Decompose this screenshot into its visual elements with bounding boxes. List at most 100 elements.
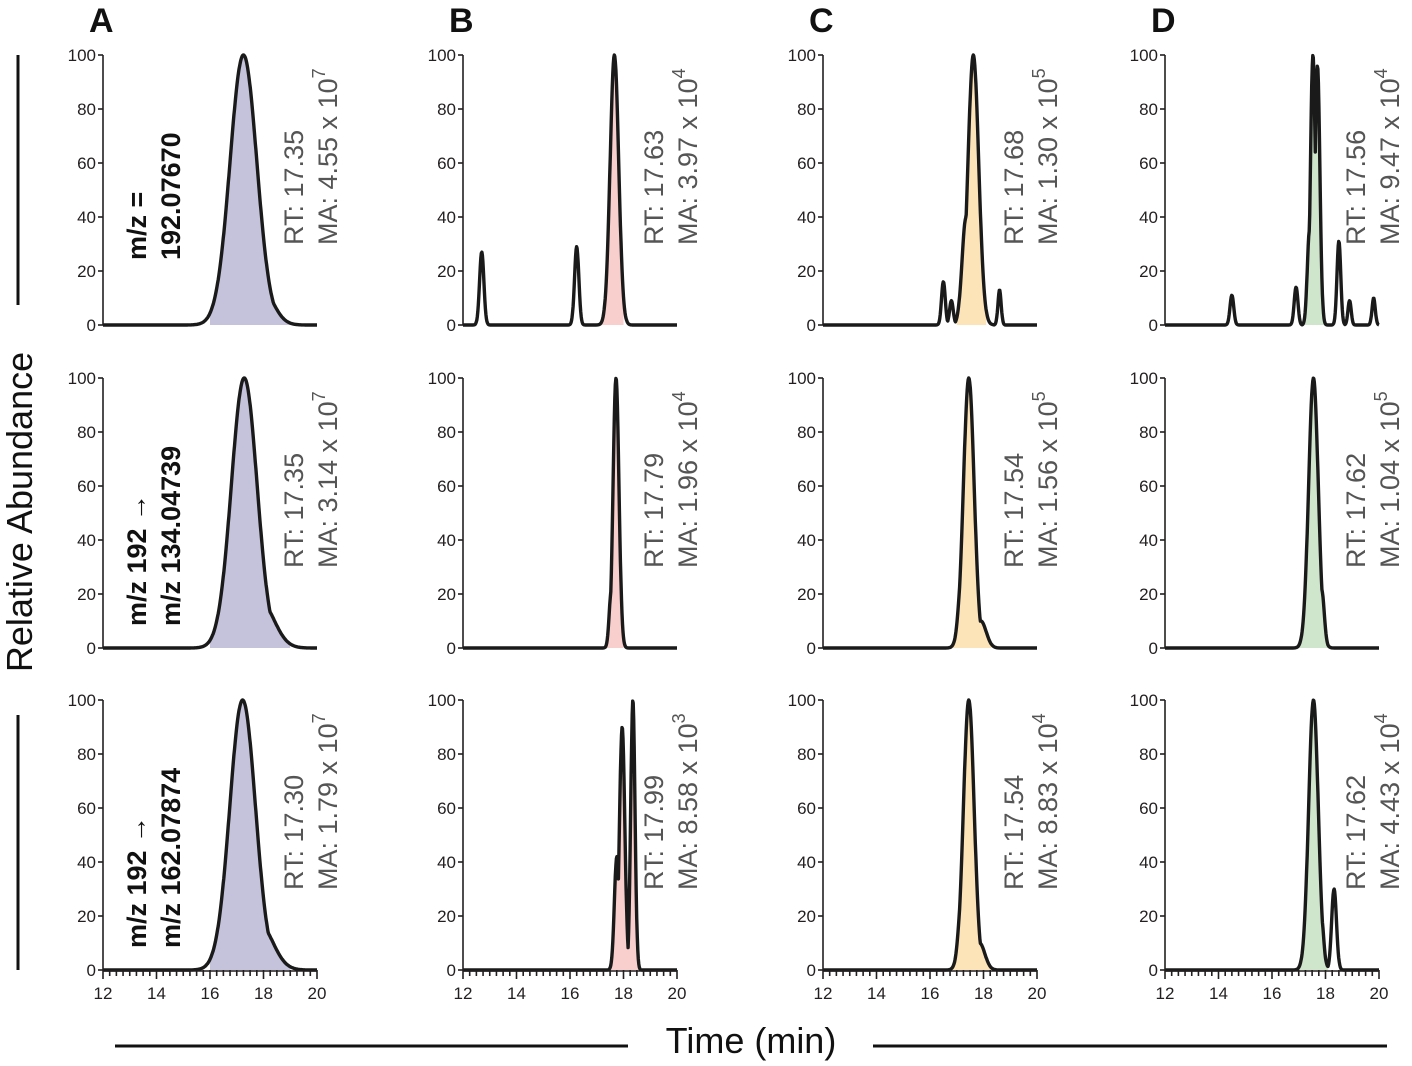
y-tick-label: 100: [788, 369, 816, 388]
max-abundance-mantissa: MA: 8.83 x 10: [1033, 723, 1063, 890]
retention-time-label: RT: 17.99: [639, 775, 669, 890]
y-axis-title: Relative Abundance: [0, 352, 40, 672]
retention-time-label: RT: 17.54: [999, 453, 1029, 568]
x-tick-label: 20: [1370, 984, 1389, 1003]
y-tick-label: 80: [797, 423, 816, 442]
y-tick-label: 20: [77, 585, 96, 604]
x-tick-label: 20: [308, 984, 327, 1003]
y-tick-label: 100: [428, 691, 456, 710]
y-tick-label: 60: [1139, 799, 1158, 818]
panel-c-1: 0 20 40 60 80 100 RT: 17.68 MA: 1.30 x 105: [788, 46, 1063, 335]
row-label-line1: m/z =: [122, 192, 152, 260]
y-tick-label: 40: [437, 853, 456, 872]
row-label-line2: 192.07670: [156, 132, 186, 260]
max-abundance-mantissa: MA: 8.58 x 10: [673, 723, 703, 890]
retention-time-label: RT: 17.62: [1341, 775, 1371, 890]
max-abundance-exponent: 4: [1371, 68, 1391, 78]
y-tick-label: 20: [437, 907, 456, 926]
x-tick-label: 14: [1209, 984, 1228, 1003]
retention-time-label: RT: 17.35: [279, 453, 309, 568]
y-tick-label: 80: [797, 745, 816, 764]
y-tick-label: 60: [797, 477, 816, 496]
y-tick-label: 100: [1130, 691, 1158, 710]
retention-time-label: RT: 17.68: [999, 130, 1029, 245]
panel-c-2: 0 20 40 60 80 100 RT: 17.54 MA: 1.56 x 105: [788, 369, 1063, 658]
y-tick-label: 60: [77, 799, 96, 818]
y-tick-label: 40: [1139, 531, 1158, 550]
y-tick-label: 100: [788, 46, 816, 65]
max-abundance-mantissa: MA: 3.97 x 10: [673, 78, 703, 245]
y-tick-label: 0: [87, 639, 96, 658]
panel-a-2: 0 20 40 60 80 100 RT: 17.35 MA: 3.14 x 107: [68, 369, 343, 658]
y-tick-label: 0: [447, 961, 456, 980]
y-tick-label: 80: [77, 100, 96, 119]
y-tick-label: 100: [428, 369, 456, 388]
y-tick-label: 60: [77, 477, 96, 496]
max-abundance-exponent: 7: [309, 391, 329, 401]
y-tick-label: 80: [437, 745, 456, 764]
max-abundance-label: MA: 9.47 x 104: [1371, 68, 1405, 245]
y-tick-label: 60: [797, 799, 816, 818]
max-abundance-exponent: 4: [1371, 713, 1391, 723]
retention-time-label: RT: 17.35: [279, 130, 309, 245]
panel-b-2: 0 20 40 60 80 100 RT: 17.79 MA: 1.96 x 104: [428, 369, 703, 658]
chromatogram-trace: [461, 376, 679, 650]
chromatogram-trace: [101, 376, 319, 650]
max-abundance-label: MA: 8.83 x 104: [1029, 713, 1063, 890]
x-tick-label: 16: [561, 984, 580, 1003]
y-tick-label: 80: [1139, 745, 1158, 764]
retention-time-label: RT: 17.79: [639, 453, 669, 568]
x-tick-label: 18: [614, 984, 633, 1003]
y-tick-label: 60: [437, 477, 456, 496]
y-tick-label: 100: [1130, 369, 1158, 388]
y-tick-label: 20: [77, 262, 96, 281]
max-abundance-label: MA: 1.96 x 104: [669, 391, 703, 568]
y-tick-label: 20: [797, 262, 816, 281]
y-tick-label: 0: [87, 961, 96, 980]
retention-time-label: RT: 17.56: [1341, 130, 1371, 245]
max-abundance-mantissa: MA: 1.96 x 10: [673, 401, 703, 568]
x-tick-label: 18: [974, 984, 993, 1003]
x-tick-label: 14: [147, 984, 166, 1003]
column-letter-b: B: [449, 2, 474, 40]
x-tick-label: 14: [867, 984, 886, 1003]
x-tick-label: 20: [668, 984, 687, 1003]
max-abundance-label: MA: 4.55 x 107: [309, 68, 343, 245]
max-abundance-label: MA: 1.79 x 107: [309, 713, 343, 890]
y-tick-label: 20: [1139, 585, 1158, 604]
max-abundance-mantissa: MA: 1.56 x 10: [1033, 401, 1063, 568]
max-abundance-mantissa: MA: 4.43 x 10: [1375, 723, 1405, 890]
y-tick-label: 80: [437, 423, 456, 442]
y-tick-label: 0: [807, 961, 816, 980]
chromatogram-trace: [1163, 53, 1381, 327]
y-tick-label: 0: [807, 639, 816, 658]
peak-fill: [1304, 55, 1329, 325]
max-abundance-label: MA: 8.58 x 103: [669, 713, 703, 890]
x-tick-label: 12: [1156, 984, 1175, 1003]
y-tick-label: 20: [77, 907, 96, 926]
max-abundance-exponent: 5: [1371, 391, 1391, 401]
y-tick-label: 40: [797, 531, 816, 550]
x-tick-label: 12: [814, 984, 833, 1003]
y-tick-label: 80: [77, 745, 96, 764]
y-tick-label: 40: [437, 531, 456, 550]
max-abundance-label: MA: 3.14 x 107: [309, 391, 343, 568]
y-tick-label: 0: [1149, 961, 1158, 980]
y-tick-label: 80: [797, 100, 816, 119]
max-abundance-mantissa: MA: 9.47 x 10: [1375, 78, 1405, 245]
peak-fill: [210, 55, 291, 325]
retention-time-label: RT: 17.63: [639, 130, 669, 245]
y-tick-label: 80: [77, 423, 96, 442]
panel-d-3: 0 20 40 60 80 100 12 14 16 18 20 RT: 17.62 MA: 4.43 …: [1130, 691, 1405, 1003]
y-tick-label: 20: [1139, 907, 1158, 926]
max-abundance-exponent: 7: [309, 713, 329, 723]
y-tick-label: 20: [797, 907, 816, 926]
peak-fill: [956, 55, 987, 325]
panel-a-3: 0 20 40 60 80 100 12 14 16 18 20 RT: 17.30 MA: 1.79 …: [68, 691, 343, 1003]
retention-time-label: RT: 17.30: [279, 775, 309, 890]
max-abundance-label: MA: 4.43 x 104: [1371, 713, 1405, 890]
y-tick-label: 60: [437, 154, 456, 173]
y-tick-label: 100: [1130, 46, 1158, 65]
y-tick-label: 0: [1149, 639, 1158, 658]
